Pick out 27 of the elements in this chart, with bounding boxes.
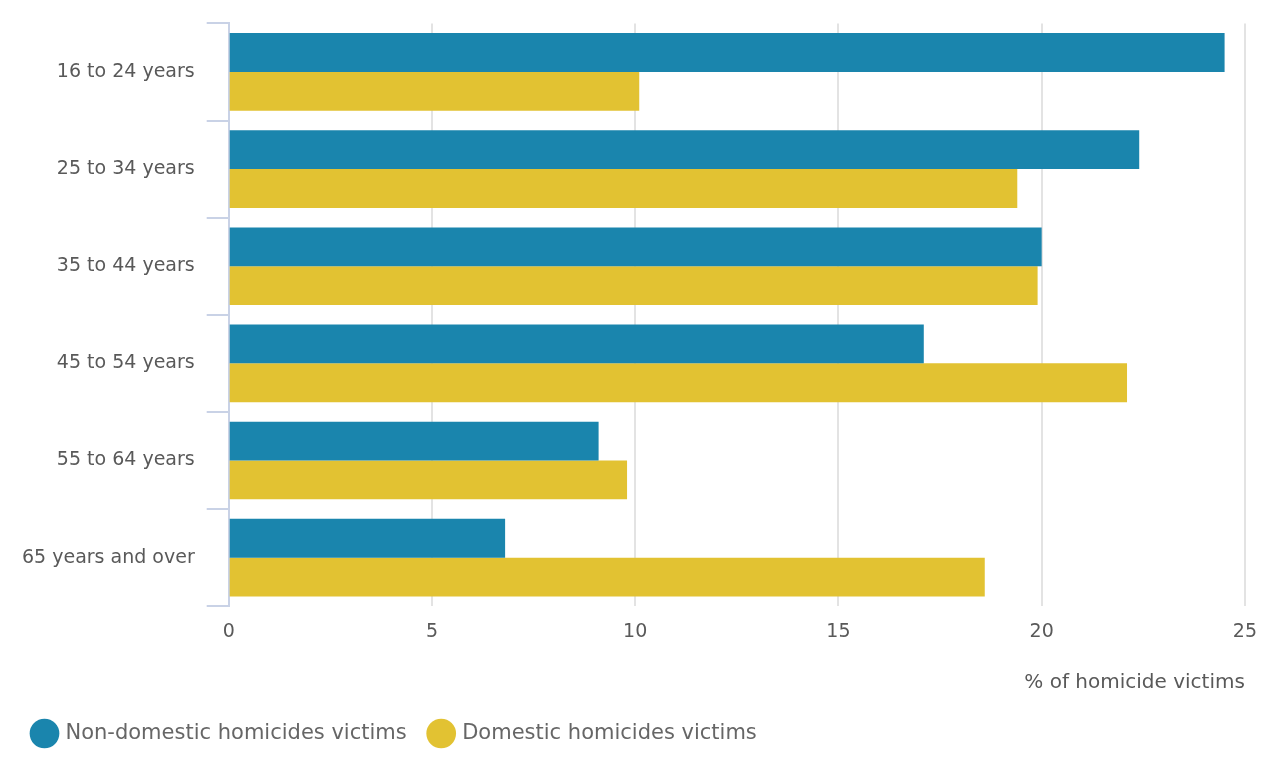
legend-label: Domestic homicides victims bbox=[462, 719, 757, 744]
x-tick-label: 25 bbox=[1232, 618, 1258, 641]
bar bbox=[229, 266, 1038, 306]
x-tick-label: 20 bbox=[1029, 618, 1054, 641]
bar bbox=[229, 324, 924, 364]
y-tick-label: 25 to 34 years bbox=[56, 156, 195, 179]
x-tick-label: 15 bbox=[826, 618, 851, 641]
x-tick-label: 5 bbox=[425, 618, 438, 641]
y-tick-label: 55 to 64 years bbox=[56, 447, 195, 470]
bar bbox=[229, 169, 1018, 208]
bar bbox=[229, 33, 1225, 72]
bar bbox=[229, 518, 506, 558]
x-axis-title: % of homicide victims bbox=[1024, 669, 1245, 694]
bar bbox=[229, 460, 628, 500]
legend-label: Non-domestic homicides victims bbox=[65, 719, 407, 744]
bar bbox=[229, 130, 1140, 170]
bar bbox=[229, 227, 1042, 267]
x-tick-label: 10 bbox=[623, 618, 648, 641]
bar bbox=[229, 557, 985, 597]
y-tick-label: 65 years and over bbox=[21, 544, 195, 567]
y-tick-label: 35 to 44 years bbox=[56, 253, 195, 276]
bar bbox=[229, 363, 1128, 403]
x-tick-label: 0 bbox=[222, 618, 235, 641]
bar bbox=[229, 421, 599, 461]
y-tick-label: 45 to 54 years bbox=[56, 350, 195, 373]
y-tick-label: 16 to 24 years bbox=[56, 58, 195, 81]
bar bbox=[229, 71, 640, 111]
